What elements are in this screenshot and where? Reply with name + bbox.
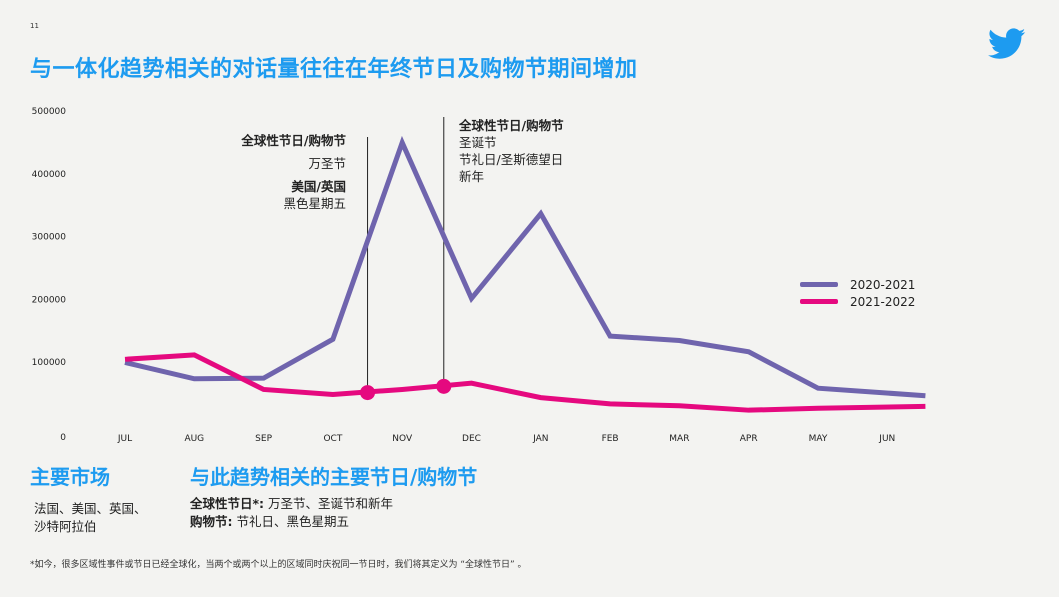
x-tick-label: JUL [117, 434, 132, 444]
y-tick-label: 300000 [32, 233, 67, 243]
x-tick-label: JUN [878, 434, 895, 444]
x-tick-label: JAN [532, 434, 548, 444]
twitter-bird-icon [988, 28, 1026, 59]
chart-legend: 2020-2021 2021-2022 [800, 276, 915, 310]
legend-label-2020-2021: 2020-2021 [850, 277, 916, 292]
footnote: *如今，很多区域性事件或节日已经全球化，当两个或两个以上的区域同时庆祝同一节日时… [30, 560, 527, 570]
holidays-heading: 与此趋势相关的主要节日/购物节 [190, 465, 478, 489]
x-tick-label: FEB [602, 434, 619, 444]
holidays-row2: 购物节: 节礼日、黑色星期五 [190, 513, 393, 531]
x-tick-label: OCT [323, 434, 342, 444]
y-axis: 0 100000 200000 300000 400000 500000 [32, 107, 67, 443]
markets-list: 法国、美国、英国、 沙特阿拉伯 [34, 500, 147, 536]
x-tick-label: AUG [184, 434, 204, 444]
x-tick-label: DEC [462, 434, 481, 444]
annotation-left-heading1: 全球性节日/购物节 [241, 133, 346, 148]
markets-line1: 法国、美国、英国、 [34, 501, 147, 516]
annotation-left-heading2: 美国/英国 [291, 179, 346, 194]
x-tick-label: NOV [392, 434, 413, 444]
event-marker [360, 385, 376, 401]
series-line-2020-2021 [124, 135, 926, 399]
page-title: 与一体化趋势相关的对话量往往在年终节日及购物节期间增加 [30, 57, 638, 82]
markets-line2: 沙特阿拉伯 [34, 519, 97, 534]
legend-swatch-2021-2022 [800, 299, 838, 304]
x-tick-label: MAY [809, 434, 828, 444]
legend-item-2021-2022: 2021-2022 [800, 293, 915, 310]
annotation-left-line1: 万圣节 [308, 156, 346, 171]
event-marker [436, 378, 452, 394]
series-group [124, 135, 926, 413]
holidays-list: 全球性节日*: 万圣节、圣诞节和新年 购物节: 节礼日、黑色星期五 [190, 495, 393, 531]
annotation-left: 全球性节日/购物节 万圣节 美国/英国 黑色星期五 [200, 132, 346, 212]
x-tick-label: SEP [255, 434, 272, 444]
legend-item-2020-2021: 2020-2021 [800, 276, 915, 293]
series-line-2021-2022 [124, 352, 926, 413]
annotation-right-heading1: 全球性节日/购物节 [459, 118, 564, 133]
page-number: 11 [30, 22, 39, 30]
holidays-row1-label: 全球性节日*: [190, 496, 265, 511]
holidays-row2-label: 购物节: [190, 514, 233, 529]
y-tick-label: 500000 [32, 107, 67, 117]
y-tick-label: 400000 [32, 170, 67, 180]
annotation-right-line2: 节礼日/圣斯德望日 [459, 152, 564, 167]
y-tick-label: 200000 [32, 295, 67, 305]
annotation-right-line3: 新年 [459, 169, 485, 184]
markets-heading: 主要市场 [30, 465, 110, 489]
legend-swatch-2020-2021 [800, 282, 838, 287]
annotation-right-line1: 圣诞节 [459, 135, 497, 150]
holidays-row1-value: 万圣节、圣诞节和新年 [268, 496, 394, 511]
x-tick-label: MAR [669, 434, 689, 444]
annotation-left-line2: 黑色星期五 [283, 196, 346, 211]
y-tick-label: 100000 [32, 358, 67, 368]
legend-label-2021-2022: 2021-2022 [850, 294, 916, 309]
annotation-right: 全球性节日/购物节 圣诞节 节礼日/圣斯德望日 新年 [459, 117, 564, 185]
holidays-row2-value: 节礼日、黑色星期五 [236, 514, 349, 529]
x-tick-label: APR [740, 434, 758, 444]
x-axis: JUL AUG SEP OCT NOV DEC JAN FEB MAR APR MAY JUN [117, 434, 895, 444]
marker-group [360, 378, 452, 401]
y-tick-label: 0 [60, 433, 66, 443]
holidays-row1: 全球性节日*: 万圣节、圣诞节和新年 [190, 495, 393, 513]
